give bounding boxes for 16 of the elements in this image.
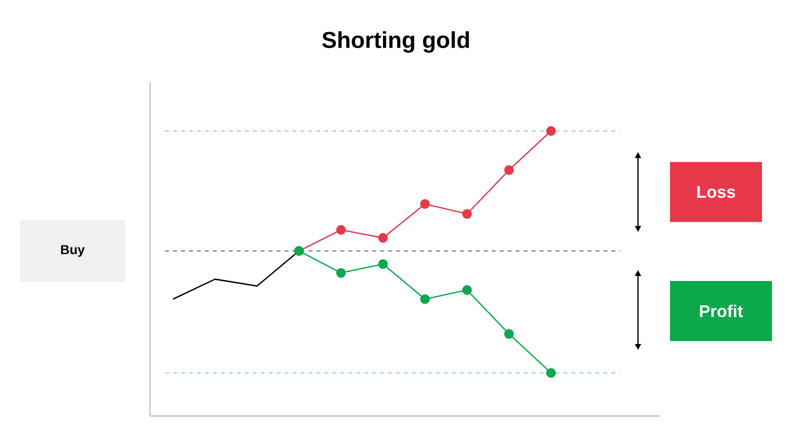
point <box>420 294 430 304</box>
point <box>336 268 346 278</box>
point <box>336 225 346 235</box>
text: Loss <box>697 186 736 198</box>
point <box>504 165 514 175</box>
point <box>504 329 514 339</box>
point <box>546 126 556 136</box>
point <box>546 368 556 378</box>
point <box>420 199 430 209</box>
point <box>462 209 472 219</box>
point <box>378 233 388 243</box>
chart-title: Shorting gold <box>322 31 469 53</box>
point <box>462 285 472 295</box>
text: Buy <box>61 245 85 257</box>
text: Profit <box>700 304 743 318</box>
point <box>378 259 388 269</box>
